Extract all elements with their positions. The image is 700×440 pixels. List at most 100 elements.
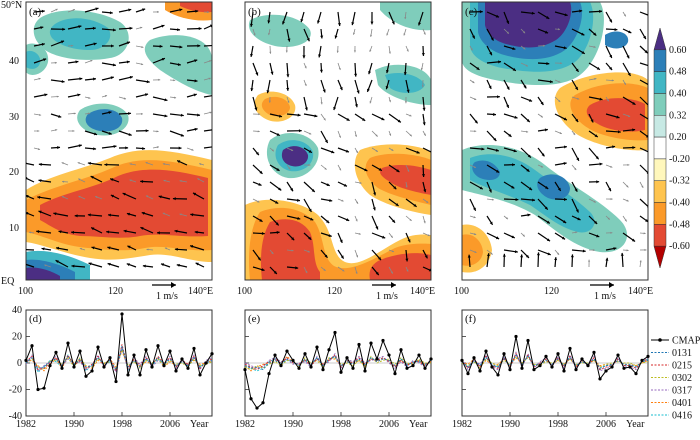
colorbar: 0.600.480.400.320.20-0.20-0.32-0.40-0.48… [654,28,690,268]
colorbar-level-label: 0.32 [669,110,687,121]
cmap-point [538,364,541,367]
colorbar-level-label: -0.48 [669,219,690,230]
legend-item-cmap: CMAP [651,336,700,347]
cmap-point [267,372,270,375]
cmap-point [592,351,595,354]
legend-label: 0401 [672,398,692,409]
lat-tick-50: 50°N [1,0,22,11]
x-tick-label: 1982 [452,419,472,430]
map-latitude-ticks: 50°N 40 30 20 10 EQ [1,0,22,287]
timeseries-panel-label: (e) [248,313,261,325]
cmap-point [411,364,414,367]
map-panel-b: (b) [245,2,435,280]
map-longitude-ticks: 100 120 140°E 100 120 140°E 100 120 140°… [18,286,653,297]
cmap-point [381,339,384,342]
cmap-point [315,346,318,349]
cmap-point [616,353,619,356]
colorbar-swatch [654,203,666,225]
cmap-point [598,377,601,380]
x-axis-year-label: Year [626,419,645,430]
cmap-point [285,349,288,352]
legend-item-0401: 0401 [651,398,692,409]
lon-tick-c-100: 100 [454,286,469,297]
cmap-point [162,364,165,367]
x-tick-label: 2006 [160,419,180,430]
colorbar-swatch [654,137,666,159]
legend-label: 0215 [672,361,692,372]
cmap-point [393,372,396,375]
colorbar-swatch [654,28,666,50]
cmap-point [291,359,294,362]
map-c-label: (c) [465,6,478,18]
cmap-point [363,369,366,372]
lon-tick-a-140: 140°E [188,286,213,297]
x-tick-label: 1998 [548,419,568,430]
x-tick-label: 2006 [379,419,399,430]
lon-tick-a-120: 120 [108,286,123,297]
lat-tick-10: 10 [9,223,19,234]
cmap-point [174,369,177,372]
cmap-point [156,344,159,347]
cmap-point [532,368,535,371]
colorbar-level-label: -0.20 [669,154,690,165]
lat-tick-eq: EQ [1,276,15,287]
cmap-point [210,352,213,355]
cmap-point [126,373,129,376]
legend-label: 0416 [672,411,692,422]
map-a-label: (a) [29,6,42,18]
x-tick-label: 1982 [235,419,255,430]
cmap-point [144,348,147,351]
reference-vector-c-label: 1 m/s [594,291,616,302]
timeseries-panel-label: (d) [29,313,42,325]
x-axis-year-label: Year [190,419,209,430]
colorbar-level-label: -0.40 [669,198,690,209]
cmap-point [562,369,565,372]
lon-tick-b-140: 140°E [410,286,435,297]
cmap-point [60,367,63,370]
cmap-point [387,353,390,356]
y-tick-label: -40 [9,411,22,422]
cmap-point [357,343,360,346]
x-tick-label: 1990 [283,419,303,430]
cmap-point [186,367,189,370]
cmap-point [54,351,57,354]
cmap-point [514,335,517,338]
cmap-point [526,339,529,342]
x-tick-label: 2006 [596,419,616,430]
cmap-point [120,312,123,315]
cmap-point [634,372,637,375]
cmap-point [84,375,87,378]
cmap-point [249,397,252,400]
cmap-point [24,359,27,362]
cmap-point [150,365,153,368]
reference-vector-b: 1 m/s [372,282,398,302]
cmap-point [333,331,336,334]
lon-tick-a-100: 100 [18,286,33,297]
cmap-point [198,373,201,376]
colorbar-level-label: 0.48 [669,67,687,78]
cmap-point [496,373,499,376]
cmap-point [640,359,643,362]
cmap-point [339,371,342,374]
cmap-point [96,346,99,349]
cmap-point [345,356,348,359]
cmap-point [30,344,33,347]
cmap-point [460,359,463,362]
cmap-point [243,368,246,371]
legend-label: CMAP [672,336,700,347]
colorbar-swatch [654,159,666,181]
y-tick-label: 40 [12,305,22,316]
cmap-point [568,347,571,350]
cmap-point [78,349,81,352]
cmap-point [628,365,631,368]
legend-label: 0302 [672,373,692,384]
cmap-point [369,342,372,345]
cmap-point [303,352,306,355]
cmap-point [297,367,300,370]
cmap-point [375,357,378,360]
cmap-point [327,348,330,351]
legend-label: 0131 [672,348,692,359]
